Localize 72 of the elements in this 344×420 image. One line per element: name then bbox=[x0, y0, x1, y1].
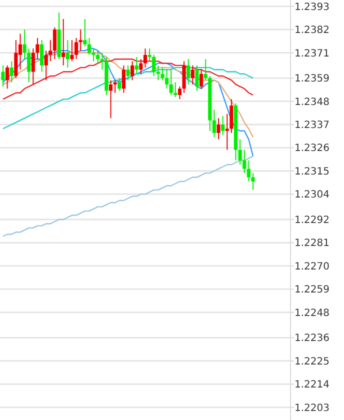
y-tick-label: 1.2382 bbox=[294, 25, 330, 36]
candlestick bbox=[6, 64, 10, 90]
candlestick bbox=[212, 109, 216, 138]
candlestick bbox=[14, 40, 18, 79]
candlestick bbox=[134, 56, 138, 74]
candlestick bbox=[174, 82, 178, 98]
y-tick-label: 1.2270 bbox=[294, 261, 330, 272]
candlestick bbox=[83, 18, 87, 47]
candlestick bbox=[251, 172, 255, 190]
y-tick-label: 1.2304 bbox=[294, 190, 330, 201]
candlestick bbox=[78, 29, 82, 52]
y-tick-label: 1.2214 bbox=[294, 380, 330, 391]
candlestick bbox=[139, 58, 143, 74]
y-tick-label: 1.2371 bbox=[294, 48, 330, 60]
candlestick bbox=[27, 48, 31, 83]
candlestick bbox=[87, 37, 92, 56]
y-tick-label: 1.2248 bbox=[294, 308, 330, 319]
y-tick-label: 1.2225 bbox=[294, 356, 330, 368]
candlestick bbox=[178, 86, 182, 100]
y-tick-label: 1.2259 bbox=[294, 284, 330, 296]
candlestick bbox=[108, 80, 113, 119]
candlestick bbox=[246, 160, 250, 182]
candlestick bbox=[186, 58, 190, 85]
candlestick bbox=[62, 18, 66, 66]
candlestick bbox=[74, 37, 78, 60]
candlestick bbox=[44, 50, 48, 81]
candlestick bbox=[156, 64, 160, 81]
candlestick bbox=[230, 98, 234, 134]
y-tick-label: 1.2236 bbox=[294, 333, 330, 344]
candlestick bbox=[169, 69, 173, 96]
candlestick bbox=[96, 50, 100, 64]
candlestick bbox=[36, 37, 40, 60]
y-tick-label: 1.2315 bbox=[294, 166, 330, 178]
candlestick bbox=[122, 64, 126, 94]
candlestick bbox=[238, 138, 242, 166]
candlestick bbox=[100, 52, 104, 70]
y-tick-label: 1.2326 bbox=[294, 143, 330, 154]
candlestick bbox=[31, 48, 35, 85]
candlestick bbox=[190, 64, 194, 85]
candlestick bbox=[148, 48, 152, 62]
candlestick bbox=[92, 48, 96, 62]
candlestick bbox=[199, 69, 204, 90]
candlestick bbox=[10, 60, 14, 83]
candlestick bbox=[221, 116, 225, 136]
candlestick bbox=[152, 54, 156, 76]
candlestick bbox=[130, 60, 134, 81]
candlestick bbox=[40, 40, 44, 72]
y-tick-label: 1.2281 bbox=[294, 238, 330, 250]
candlestick bbox=[22, 29, 26, 60]
y-tick-label: 1.2292 bbox=[294, 214, 330, 226]
candlestick bbox=[52, 26, 57, 60]
candlestick bbox=[182, 60, 186, 94]
candlestick bbox=[126, 64, 130, 81]
candlestick bbox=[143, 48, 148, 68]
candlestick bbox=[242, 149, 246, 174]
y-tick-label: 1.2359 bbox=[294, 74, 330, 85]
y-tick-label: 1.2348 bbox=[294, 96, 330, 108]
candlestick bbox=[118, 78, 122, 92]
candlestick bbox=[48, 40, 52, 62]
candlestick bbox=[113, 80, 117, 94]
candlestick bbox=[204, 58, 208, 81]
candlestick bbox=[216, 118, 220, 140]
candlestick bbox=[195, 64, 199, 92]
candlestick bbox=[70, 40, 74, 62]
candlestick bbox=[225, 113, 229, 150]
y-tick-label: 1.2203 bbox=[294, 402, 330, 414]
candlestick bbox=[1, 64, 5, 88]
candlestick bbox=[66, 40, 70, 68]
y-tick-label: 1.2393 bbox=[294, 2, 330, 13]
candlestick bbox=[160, 67, 164, 81]
y-tick-label: 1.2337 bbox=[294, 120, 330, 132]
candlestick bbox=[164, 69, 169, 90]
